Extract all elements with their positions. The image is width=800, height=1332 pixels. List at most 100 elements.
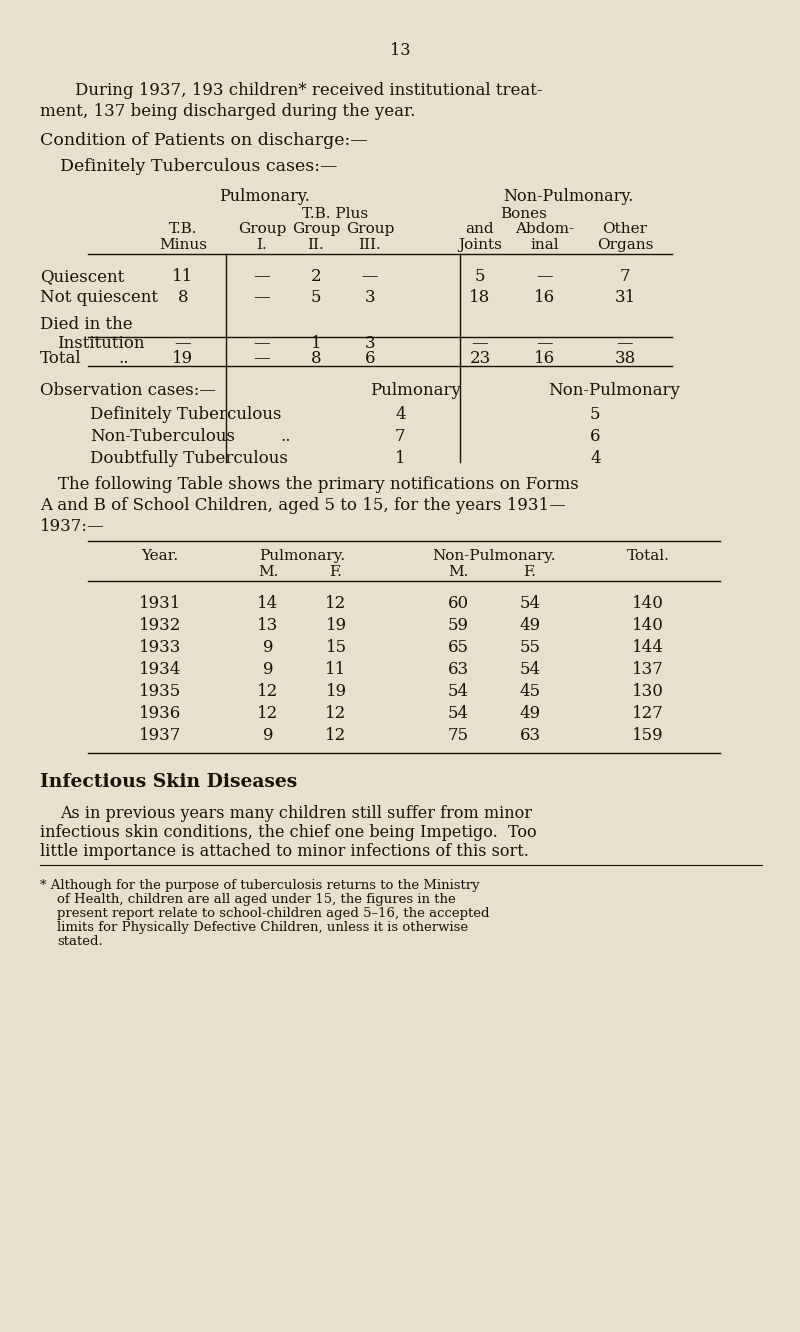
Text: 1934: 1934 — [139, 661, 181, 678]
Text: 4: 4 — [590, 450, 601, 468]
Text: Organs: Organs — [597, 238, 653, 252]
Text: Total: Total — [40, 350, 82, 368]
Text: ment, 137 being discharged during the year.: ment, 137 being discharged during the ye… — [40, 103, 415, 120]
Text: Abdom-: Abdom- — [515, 222, 574, 236]
Text: 1936: 1936 — [139, 705, 181, 722]
Text: 59: 59 — [447, 617, 469, 634]
Text: As in previous years many children still suffer from minor: As in previous years many children still… — [60, 805, 532, 822]
Text: Pulmonary.: Pulmonary. — [259, 549, 345, 563]
Text: Other: Other — [602, 222, 647, 236]
Text: I.: I. — [257, 238, 267, 252]
Text: 12: 12 — [326, 705, 346, 722]
Text: and: and — [466, 222, 494, 236]
Text: 1933: 1933 — [139, 639, 181, 655]
Text: The following Table shows the primary notifications on Forms: The following Table shows the primary no… — [58, 476, 578, 493]
Text: Died in the: Died in the — [40, 316, 133, 333]
Text: T.B. Plus: T.B. Plus — [302, 206, 368, 221]
Text: 13: 13 — [258, 617, 278, 634]
Text: ..: .. — [280, 428, 290, 445]
Text: —: — — [537, 336, 554, 352]
Text: —: — — [174, 336, 191, 352]
Text: T.B.: T.B. — [169, 222, 198, 236]
Text: 140: 140 — [632, 617, 664, 634]
Text: 5: 5 — [474, 268, 486, 285]
Text: present report relate to school-children aged 5–16, the accepted: present report relate to school-children… — [57, 907, 490, 920]
Text: 65: 65 — [447, 639, 469, 655]
Text: Non-Pulmonary.: Non-Pulmonary. — [503, 188, 633, 205]
Text: 19: 19 — [326, 683, 346, 701]
Text: Condition of Patients on discharge:—: Condition of Patients on discharge:— — [40, 132, 368, 149]
Text: 19: 19 — [173, 350, 194, 368]
Text: Non-Tuberculous: Non-Tuberculous — [90, 428, 235, 445]
Text: Year.: Year. — [142, 549, 178, 563]
Text: 9: 9 — [262, 661, 274, 678]
Text: 11: 11 — [172, 268, 194, 285]
Text: A and B of School Children, aged 5 to 15, for the years 1931—: A and B of School Children, aged 5 to 15… — [40, 497, 566, 514]
Text: 5: 5 — [310, 289, 322, 306]
Text: 12: 12 — [326, 727, 346, 745]
Text: 1935: 1935 — [139, 683, 181, 701]
Text: Institution: Institution — [57, 336, 145, 352]
Text: 63: 63 — [447, 661, 469, 678]
Text: Infectious Skin Diseases: Infectious Skin Diseases — [40, 773, 298, 791]
Text: 6: 6 — [365, 350, 375, 368]
Text: 63: 63 — [519, 727, 541, 745]
Text: Group: Group — [346, 222, 394, 236]
Text: 9: 9 — [262, 727, 274, 745]
Text: 54: 54 — [519, 595, 541, 611]
Text: limits for Physically Defective Children, unless it is otherwise: limits for Physically Defective Children… — [57, 920, 468, 934]
Text: II.: II. — [308, 238, 324, 252]
Text: —: — — [254, 350, 270, 368]
Text: 8: 8 — [310, 350, 322, 368]
Text: 45: 45 — [519, 683, 541, 701]
Text: 1937:—: 1937:— — [40, 518, 105, 535]
Text: 130: 130 — [632, 683, 664, 701]
Text: 144: 144 — [632, 639, 664, 655]
Text: Pulmonary: Pulmonary — [370, 382, 461, 400]
Text: Doubtfully Tuberculous: Doubtfully Tuberculous — [90, 450, 288, 468]
Text: inal: inal — [530, 238, 559, 252]
Text: 16: 16 — [534, 350, 555, 368]
Text: ..: .. — [118, 350, 129, 368]
Text: 19: 19 — [326, 617, 346, 634]
Text: 12: 12 — [258, 705, 278, 722]
Text: —: — — [254, 268, 270, 285]
Text: —: — — [472, 336, 488, 352]
Text: 1931: 1931 — [139, 595, 181, 611]
Text: Group: Group — [238, 222, 286, 236]
Text: 1: 1 — [310, 336, 322, 352]
Text: 14: 14 — [258, 595, 278, 611]
Text: infectious skin conditions, the chief one being Impetigo.  Too: infectious skin conditions, the chief on… — [40, 825, 537, 840]
Text: During 1937, 193 children* received institutional treat-: During 1937, 193 children* received inst… — [75, 83, 542, 99]
Text: 16: 16 — [534, 289, 555, 306]
Text: Definitely Tuberculous: Definitely Tuberculous — [90, 406, 282, 424]
Text: 54: 54 — [519, 661, 541, 678]
Text: 3: 3 — [365, 289, 375, 306]
Text: Minus: Minus — [159, 238, 207, 252]
Text: F.: F. — [330, 565, 342, 579]
Text: 12: 12 — [326, 595, 346, 611]
Text: —: — — [362, 268, 378, 285]
Text: M.: M. — [258, 565, 278, 579]
Text: Not quiescent: Not quiescent — [40, 289, 158, 306]
Text: Joints: Joints — [458, 238, 502, 252]
Text: 7: 7 — [620, 268, 630, 285]
Text: 75: 75 — [447, 727, 469, 745]
Text: 55: 55 — [519, 639, 541, 655]
Text: Observation cases:—: Observation cases:— — [40, 382, 216, 400]
Text: Quiescent: Quiescent — [40, 268, 124, 285]
Text: 140: 140 — [632, 595, 664, 611]
Text: 1932: 1932 — [139, 617, 181, 634]
Text: 8: 8 — [178, 289, 188, 306]
Text: —: — — [254, 336, 270, 352]
Text: 127: 127 — [632, 705, 664, 722]
Text: 159: 159 — [632, 727, 664, 745]
Text: 5: 5 — [590, 406, 601, 424]
Text: 15: 15 — [326, 639, 346, 655]
Text: 4: 4 — [395, 406, 406, 424]
Text: Pulmonary.: Pulmonary. — [219, 188, 310, 205]
Text: 2: 2 — [310, 268, 322, 285]
Text: Definitely Tuberculous cases:—: Definitely Tuberculous cases:— — [60, 159, 338, 174]
Text: little importance is attached to minor infections of this sort.: little importance is attached to minor i… — [40, 843, 529, 860]
Text: 38: 38 — [614, 350, 636, 368]
